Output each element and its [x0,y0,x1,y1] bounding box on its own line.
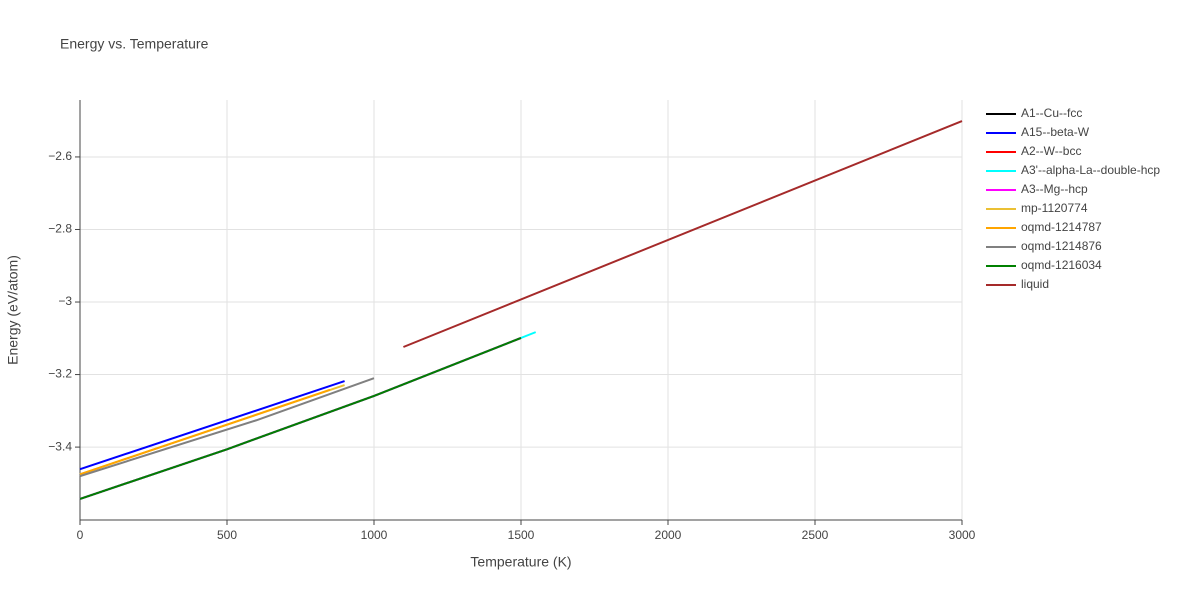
series-line [79,336,522,500]
series-line [79,331,537,500]
y-tick-label: −2.8 [48,222,72,236]
y-tick-label: −3.2 [48,367,72,381]
legend-label: oqmd-1214787 [1021,220,1102,234]
series-line [79,336,522,500]
legend-label: oqmd-1214876 [1021,239,1102,253]
legend-label: A3'--alpha-La--double-hcp [1021,163,1160,177]
y-tick-label: −3 [58,294,72,308]
legend-label: A15--beta-W [1021,125,1090,139]
series-line [79,336,522,500]
legend-label: A3--Mg--hcp [1021,182,1088,196]
series-line [79,377,375,478]
series-line [403,120,963,348]
legend-label: A2--W--bcc [1021,144,1081,158]
chart-title: Energy vs. Temperature [60,36,209,52]
y-tick-label: −2.6 [48,149,72,163]
x-tick-label: 0 [77,528,84,542]
series-line [79,388,331,476]
series-line [79,380,345,471]
legend-label: A1--Cu--fcc [1021,106,1082,120]
x-tick-label: 2500 [802,528,829,542]
x-tick-label: 1500 [508,528,535,542]
x-tick-label: 1000 [361,528,388,542]
x-tick-label: 3000 [949,528,976,542]
x-tick-label: 500 [217,528,237,542]
legend-label: mp-1120774 [1021,201,1088,215]
y-axis-title: Energy (eV/atom) [5,255,21,365]
x-axis-title: Temperature (K) [470,554,571,570]
x-tick-label: 2000 [655,528,682,542]
series-line [79,336,522,500]
y-tick-label: −3.4 [48,439,72,453]
legend-label: oqmd-1216034 [1021,258,1102,272]
legend-label: liquid [1021,277,1049,291]
